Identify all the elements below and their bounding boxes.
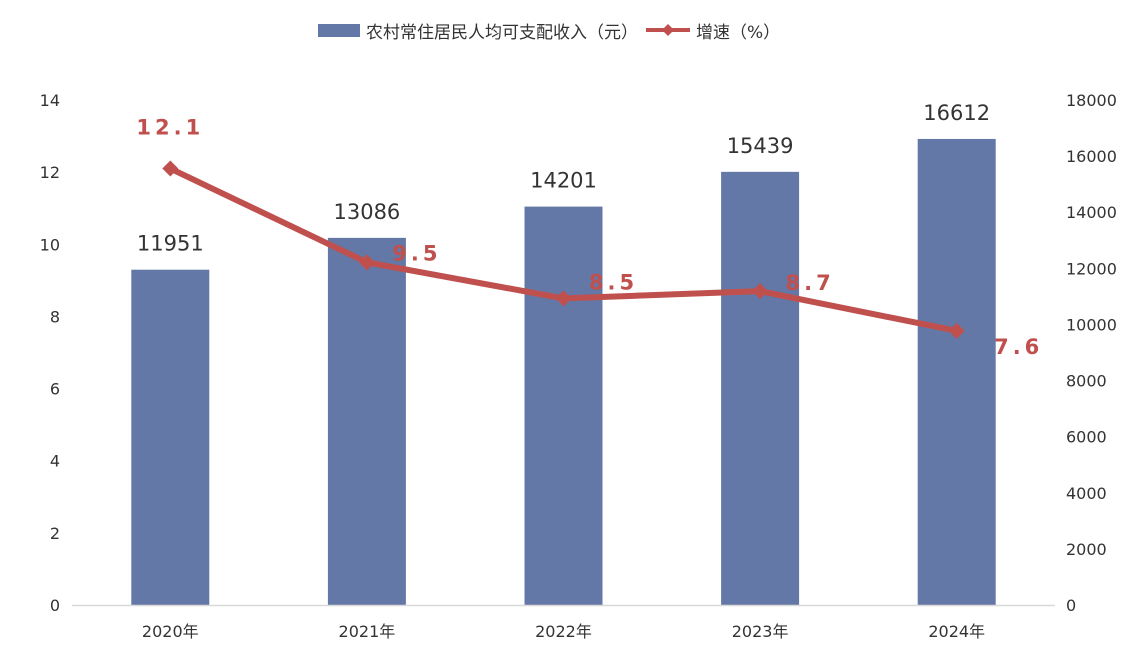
growth-rate-label: 7.6 bbox=[994, 335, 1043, 359]
legend-label-income: 农村常住居民人均可支配收入（元） bbox=[366, 22, 638, 43]
growth-rate-label: 8.5 bbox=[589, 270, 638, 294]
growth-rate-marker bbox=[948, 322, 965, 339]
y-right-tick-label: 16000 bbox=[1066, 147, 1117, 166]
legend-swatch-income bbox=[318, 23, 360, 37]
y-right-tick-label: 8000 bbox=[1066, 372, 1107, 391]
y-left-tick-label: 0 bbox=[50, 596, 60, 615]
y-right-tick-label: 0 bbox=[1066, 596, 1076, 615]
x-tick-label: 2020年 bbox=[142, 622, 199, 641]
y-left-tick-label: 10 bbox=[40, 235, 60, 254]
y-right-tick-label: 14000 bbox=[1066, 203, 1117, 222]
y-left-tick-label: 14 bbox=[40, 91, 60, 110]
bar-2020年 bbox=[131, 269, 210, 605]
x-tick-label: 2023年 bbox=[732, 622, 789, 641]
legend-item-income: 农村常住居民人均可支配收入（元） bbox=[318, 18, 638, 43]
x-tick-label: 2024年 bbox=[928, 622, 985, 641]
growth-rate-label: 9.5 bbox=[392, 241, 441, 265]
y-right-tick-label: 18000 bbox=[1066, 91, 1117, 110]
legend-item-growth: 增速（%） bbox=[646, 18, 780, 43]
y-left-tick-label: 2 bbox=[50, 524, 60, 543]
growth-rate-label: 12.1 bbox=[136, 116, 204, 140]
y-right-tick-label: 12000 bbox=[1066, 259, 1117, 278]
growth-rate-marker bbox=[162, 160, 179, 177]
y-left-tick-label: 6 bbox=[50, 380, 60, 399]
bar-2024年 bbox=[917, 138, 996, 606]
y-left-tick-label: 4 bbox=[50, 452, 60, 471]
y-left-tick-label: 12 bbox=[40, 163, 60, 182]
growth-rate-marker bbox=[555, 290, 572, 307]
bar-value-label: 13086 bbox=[333, 200, 400, 224]
y-right-tick-label: 2000 bbox=[1066, 540, 1107, 559]
growth-rate-marker bbox=[358, 254, 375, 271]
legend-swatch-growth bbox=[646, 24, 690, 36]
bar-2023年 bbox=[721, 171, 800, 605]
bar-value-label: 11951 bbox=[137, 232, 204, 256]
y-left-tick-label: 8 bbox=[50, 307, 60, 326]
bar-2021年 bbox=[327, 237, 406, 606]
legend: 农村常住居民人均可支配收入（元） 增速（%） bbox=[318, 18, 788, 43]
bar-value-label: 14201 bbox=[530, 169, 597, 193]
y-right-tick-label: 6000 bbox=[1066, 428, 1107, 447]
y-right-tick-label: 4000 bbox=[1066, 484, 1107, 503]
bar-value-label: 16612 bbox=[923, 101, 990, 125]
growth-rate-marker bbox=[752, 283, 769, 300]
growth-rate-label: 8.7 bbox=[785, 271, 834, 295]
bar-value-label: 15439 bbox=[727, 134, 794, 158]
y-right-tick-label: 10000 bbox=[1066, 315, 1117, 334]
bar-2022年 bbox=[524, 206, 603, 605]
legend-label-growth: 增速（%） bbox=[696, 22, 781, 43]
x-tick-label: 2021年 bbox=[339, 622, 396, 641]
x-tick-label: 2022年 bbox=[535, 622, 592, 641]
